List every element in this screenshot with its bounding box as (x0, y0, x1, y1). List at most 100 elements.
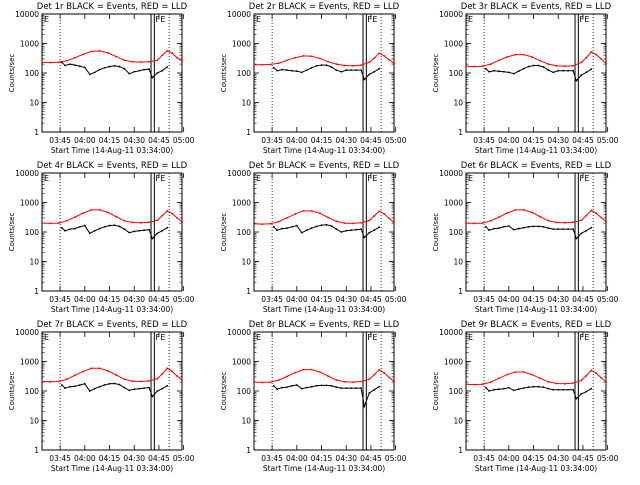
data-point (93, 71, 96, 74)
x-tick-label: 04:00 (74, 454, 96, 463)
data-point (562, 69, 565, 72)
y-tick-label: 1 (34, 128, 39, 137)
data-point (286, 386, 288, 389)
data-point (310, 55, 313, 58)
data-point (78, 384, 81, 386)
data-point (156, 219, 159, 222)
data-point (555, 382, 558, 385)
data-point (590, 209, 593, 212)
y-tick-label: 10000 (227, 10, 251, 19)
data-point (305, 69, 308, 72)
x-tick-label: 04:45 (572, 295, 594, 304)
data-point (128, 72, 131, 75)
data-point (378, 67, 381, 70)
data-point (290, 225, 293, 228)
x-axis-label: Start Time (14-Aug-11 03:34:00) (51, 464, 173, 473)
data-point (325, 384, 328, 387)
flag-label: F (579, 174, 584, 183)
data-point (585, 390, 588, 393)
data-point (269, 222, 272, 225)
data-point (118, 383, 121, 386)
data-point (465, 383, 467, 386)
data-point (272, 66, 275, 69)
data-point (90, 209, 93, 211)
data-point (355, 69, 358, 72)
data-point (277, 62, 280, 65)
data-point (527, 65, 530, 68)
data-point (90, 50, 93, 53)
data-point (512, 228, 515, 231)
data-point (131, 380, 134, 383)
y-axis-label: Counts/sec (432, 213, 440, 252)
data-point (527, 225, 530, 228)
data-point (378, 226, 381, 229)
flag-label: E (468, 15, 473, 24)
data-point (82, 370, 85, 373)
data-point (590, 387, 593, 390)
x-tick-label: 04:30 (123, 295, 145, 304)
data-point (373, 57, 376, 59)
x-tick-label: 03:45 (473, 295, 495, 304)
data-point (572, 382, 574, 385)
data-point (488, 70, 490, 73)
y-tick-label: 100 (449, 69, 464, 78)
flag-label: E (44, 174, 49, 183)
x-axis-label: Start Time (14-Aug-11 03:34:00) (51, 305, 173, 314)
x-tick-label: 04:15 (523, 454, 545, 463)
data-point (181, 60, 183, 63)
data-point (489, 381, 492, 384)
data-point (527, 386, 530, 389)
data-point (74, 227, 76, 230)
flag-label: F (367, 333, 372, 342)
data-point (60, 226, 63, 229)
data-point (563, 65, 566, 68)
y-tick-label: 1000 (232, 358, 251, 367)
data-point (360, 228, 362, 231)
data-point (49, 380, 52, 383)
x-axis-label: Start Time (14-Aug-11 03:34:00) (475, 464, 597, 473)
data-point (345, 69, 348, 72)
data-point (65, 219, 68, 222)
data-point (506, 373, 509, 376)
data-point (383, 213, 386, 215)
data-point (351, 222, 354, 225)
data-point (572, 228, 574, 231)
data-point (388, 376, 390, 379)
data-point (290, 384, 293, 387)
data-point (113, 224, 116, 227)
data-point (295, 70, 298, 73)
data-point (166, 384, 169, 387)
data-point (557, 388, 560, 391)
flag-label: F (155, 333, 160, 342)
data-point (506, 56, 509, 58)
data-point (106, 370, 109, 372)
x-axis-label: Start Time (14-Aug-11 03:34:00) (263, 464, 385, 473)
data-point (156, 232, 159, 235)
data-point (547, 387, 550, 390)
y-tick-label: 100 (25, 69, 40, 78)
data-point (383, 372, 386, 374)
data-point (128, 231, 131, 234)
x-tick-label: 04:30 (547, 295, 569, 304)
x-tick-label: 05:00 (597, 295, 619, 304)
y-tick-label: 1000 (444, 199, 463, 208)
data-point (106, 211, 109, 214)
data-point (605, 62, 607, 65)
data-point (181, 379, 183, 382)
panel-title: Det 1r BLACK = Events, RED = LLD (37, 2, 188, 12)
data-point (310, 227, 313, 230)
x-tick-label: 05:00 (173, 136, 195, 145)
series-line-lld (41, 209, 183, 224)
plot-frame (41, 13, 183, 133)
data-point (498, 377, 500, 380)
data-point (171, 370, 174, 373)
data-point (151, 76, 154, 79)
data-point (567, 228, 570, 231)
data-point (555, 221, 558, 224)
x-tick-label: 04:30 (123, 454, 145, 463)
data-point (327, 216, 330, 219)
data-point (393, 62, 395, 65)
y-tick-label: 10000 (227, 169, 251, 178)
data-point (481, 222, 484, 225)
